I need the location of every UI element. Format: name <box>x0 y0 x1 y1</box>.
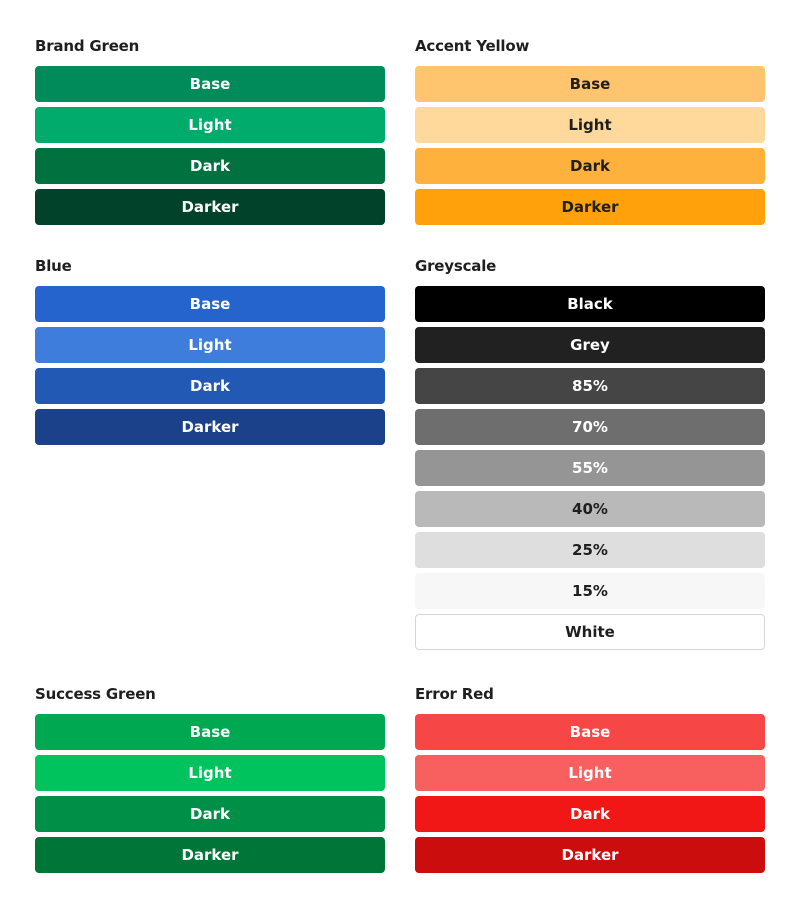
color-swatch: Base <box>415 714 765 750</box>
color-swatch: Light <box>35 327 385 363</box>
color-swatch: 55% <box>415 450 765 486</box>
color-swatch: Light <box>35 107 385 143</box>
color-swatch: Light <box>415 107 765 143</box>
color-swatch: Darker <box>35 837 385 873</box>
color-swatch: 85% <box>415 368 765 404</box>
color-swatch: Darker <box>35 409 385 445</box>
color-swatch: Base <box>35 714 385 750</box>
group-title: Blue <box>35 257 72 275</box>
color-swatch: 15% <box>415 573 765 609</box>
color-swatch: Light <box>35 755 385 791</box>
color-swatch: Dark <box>35 148 385 184</box>
greyscale-group: Greyscale Black Grey 85% 70% 55% 40% 25% 15% Whi… <box>415 256 765 655</box>
group-title: Greyscale <box>415 257 497 275</box>
color-swatch: Dark <box>415 148 765 184</box>
color-swatch: Darker <box>415 837 765 873</box>
group-title: Brand Green <box>35 37 140 55</box>
group-title: Error Red <box>415 685 494 703</box>
color-swatch: White <box>415 614 765 650</box>
error-red-group: Error Red Base Light Dark Darker <box>415 684 765 878</box>
color-swatch: 25% <box>415 532 765 568</box>
color-swatch: Grey <box>415 327 765 363</box>
color-swatch: Black <box>415 286 765 322</box>
color-swatch: 70% <box>415 409 765 445</box>
swatch-list: Black Grey 85% 70% 55% 40% 25% 15% White <box>415 286 765 650</box>
success-green-group: Success Green Base Light Dark Darker <box>35 684 385 878</box>
color-swatch: 40% <box>415 491 765 527</box>
color-swatch: Dark <box>35 796 385 832</box>
color-swatch: Dark <box>35 368 385 404</box>
swatch-list: Base Light Dark Darker <box>35 66 385 225</box>
swatch-list: Base Light Dark Darker <box>35 286 385 445</box>
color-swatch: Dark <box>415 796 765 832</box>
color-swatch: Darker <box>415 189 765 225</box>
color-swatch: Base <box>35 66 385 102</box>
swatch-list: Base Light Dark Darker <box>415 66 765 225</box>
group-title: Success Green <box>35 685 156 703</box>
color-swatch: Base <box>35 286 385 322</box>
color-swatch: Light <box>415 755 765 791</box>
color-swatch: Darker <box>35 189 385 225</box>
brand-green-group: Brand Green Base Light Dark Darker <box>35 36 385 230</box>
accent-yellow-group: Accent Yellow Base Light Dark Darker <box>415 36 765 230</box>
color-swatch: Base <box>415 66 765 102</box>
group-title: Accent Yellow <box>415 37 530 55</box>
swatch-list: Base Light Dark Darker <box>35 714 385 873</box>
swatch-list: Base Light Dark Darker <box>415 714 765 873</box>
blue-group: Blue Base Light Dark Darker <box>35 256 385 450</box>
